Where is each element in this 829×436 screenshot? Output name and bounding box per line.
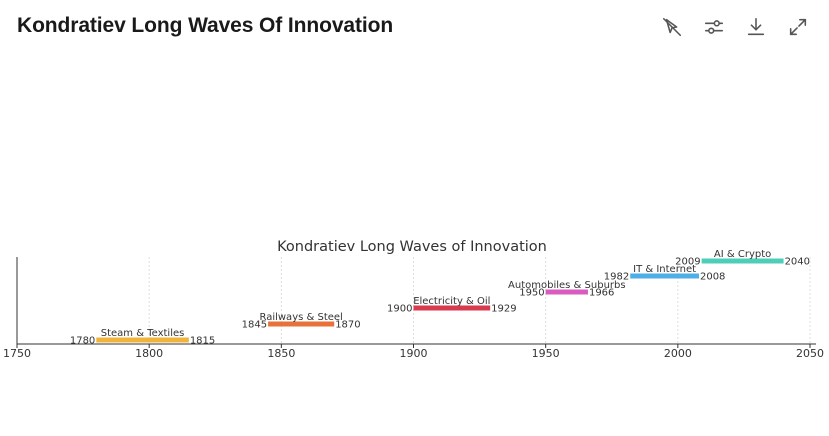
expand-icon <box>789 18 807 36</box>
wave-bar <box>268 321 335 327</box>
download-button[interactable] <box>743 14 769 40</box>
x-tick-label: 2000 <box>664 347 692 360</box>
x-tick-label: 1750 <box>3 347 31 360</box>
sliders-icon <box>704 20 724 34</box>
chart-container: Kondratiev Long Waves of Innovation 1750 1… <box>0 230 829 370</box>
wave-start-label: 1780 <box>70 336 95 347</box>
chart-pointer-button[interactable] <box>659 14 685 40</box>
x-tick-label: 2050 <box>796 347 824 360</box>
wave-bar <box>545 289 588 295</box>
wave-start-label: 2009 <box>675 257 700 268</box>
wave-bar <box>630 273 699 279</box>
wave-end-label: 1929 <box>491 304 516 315</box>
wave-label: IT & Internet <box>633 264 696 275</box>
x-tick-label: 1950 <box>532 347 560 360</box>
sliders-button[interactable] <box>701 14 727 40</box>
x-tick-label: 1850 <box>267 347 295 360</box>
wave-end-label: 1870 <box>335 320 360 331</box>
header: Kondratiev Long Waves Of Innovation <box>0 0 829 56</box>
chart-title: Kondratiev Long Waves of Innovation <box>277 239 547 255</box>
wave-label: Electricity & Oil <box>413 296 490 307</box>
timeline-chart: Kondratiev Long Waves of Innovation 1750 1… <box>3 239 824 360</box>
download-icon <box>747 17 765 36</box>
wave-label: Automobiles & Suburbs <box>508 280 626 291</box>
wave-end-label: 2008 <box>700 272 725 283</box>
page-title: Kondratiev Long Waves Of Innovation <box>17 14 394 37</box>
wave-label: Steam & Textiles <box>101 328 185 339</box>
expand-button[interactable] <box>785 14 811 40</box>
x-tick-label: 1900 <box>400 347 428 360</box>
wave-start-label: 1845 <box>242 320 267 331</box>
chart-pointer-icon <box>662 17 682 37</box>
wave-end-label: 1815 <box>190 336 215 347</box>
wave-bar <box>413 305 491 311</box>
wave-end-label: 1966 <box>589 288 614 299</box>
toolbar <box>659 14 811 40</box>
wave-end-label: 2040 <box>785 257 810 268</box>
wave-bar <box>96 337 189 343</box>
wave-start-label: 1982 <box>604 272 629 283</box>
x-tick-label: 1800 <box>135 347 163 360</box>
wave-label: AI & Crypto <box>714 249 771 260</box>
wave-start-label: 1900 <box>387 304 412 315</box>
wave-label: Railways & Steel <box>259 312 342 323</box>
wave-start-label: 1950 <box>519 288 544 299</box>
wave-bar <box>701 258 784 264</box>
